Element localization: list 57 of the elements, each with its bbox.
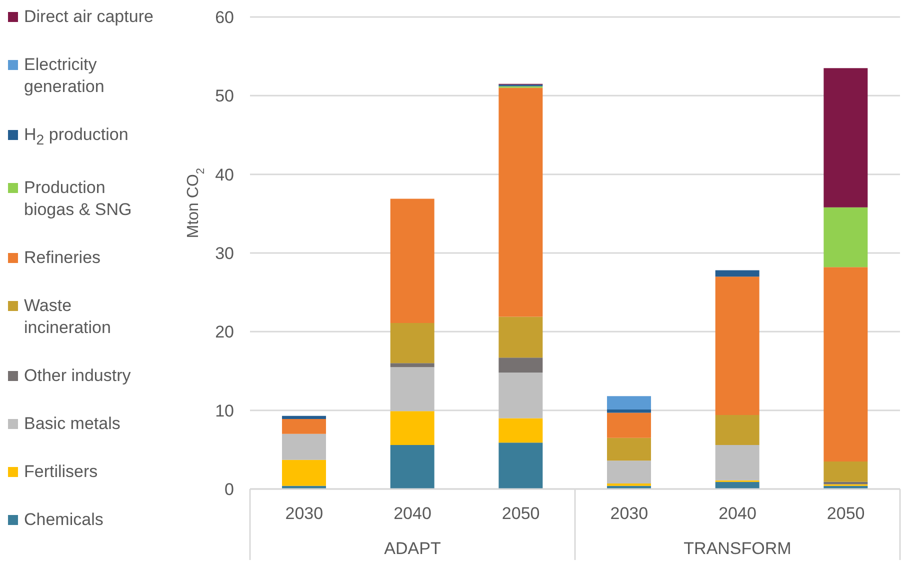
legend-label: Chemicals: [24, 508, 104, 531]
text: ADAPT: [384, 539, 441, 558]
legend-label: Waste incineration: [24, 295, 112, 340]
legend-label: Refineries: [24, 247, 101, 270]
x-tick-label: 2030: [285, 504, 324, 524]
bar: [715, 482, 760, 489]
bar: [607, 460, 651, 484]
x-tick-label: 2050: [502, 504, 540, 524]
text: TRANSFORM: [684, 539, 792, 558]
y-tick-label: 30: [215, 244, 234, 264]
bar: [282, 460, 326, 486]
bar: [824, 482, 868, 484]
legend-label: Production biogas & SNG: [24, 177, 133, 222]
bar: [390, 411, 434, 445]
bar: [282, 434, 326, 460]
bar: [607, 410, 651, 413]
bar: [498, 442, 543, 489]
legend-label: Fertilisers: [24, 461, 98, 484]
y-tick-label: 50: [215, 86, 234, 106]
bar: [390, 444, 434, 489]
bar: [824, 267, 868, 462]
legend-label: H$_{2}$ production: [24, 124, 128, 150]
bar: [390, 367, 434, 412]
bar: [607, 483, 651, 486]
bar: [390, 198, 434, 324]
bar: [498, 358, 543, 373]
bar: [715, 270, 760, 277]
bar: [715, 276, 760, 416]
bar: [282, 418, 326, 434]
bar: [390, 363, 434, 368]
legend-label: Direct air capture: [24, 6, 154, 28]
legend-label: Other industry: [24, 365, 131, 388]
bar: [824, 207, 868, 268]
y-tick-label: 20: [215, 322, 234, 342]
bar: [824, 461, 868, 482]
bar: [282, 416, 326, 419]
bar: [390, 323, 434, 364]
bar: [824, 68, 868, 208]
y-tick-label: 10: [215, 401, 234, 420]
bar: [607, 412, 651, 438]
x-tick-label: 2040: [394, 504, 432, 524]
x-tick-label: 2040: [718, 504, 756, 524]
bar: [607, 438, 651, 461]
bar: [607, 396, 651, 410]
bar: [715, 415, 760, 445]
bar: [498, 418, 543, 443]
x-tick-label: 2050: [826, 504, 865, 524]
y-tick-label: 60: [215, 8, 234, 28]
y-tick-label: 0: [224, 480, 234, 500]
legend-label: Basic metals: [24, 413, 120, 436]
bar: [498, 88, 543, 317]
x-tick-label: 2030: [610, 504, 648, 524]
bar: [498, 316, 543, 358]
legend-label: Electricity generation: [24, 54, 106, 98]
bar: [498, 372, 543, 418]
y-tick-label: 40: [215, 165, 234, 184]
bar: [715, 444, 760, 480]
